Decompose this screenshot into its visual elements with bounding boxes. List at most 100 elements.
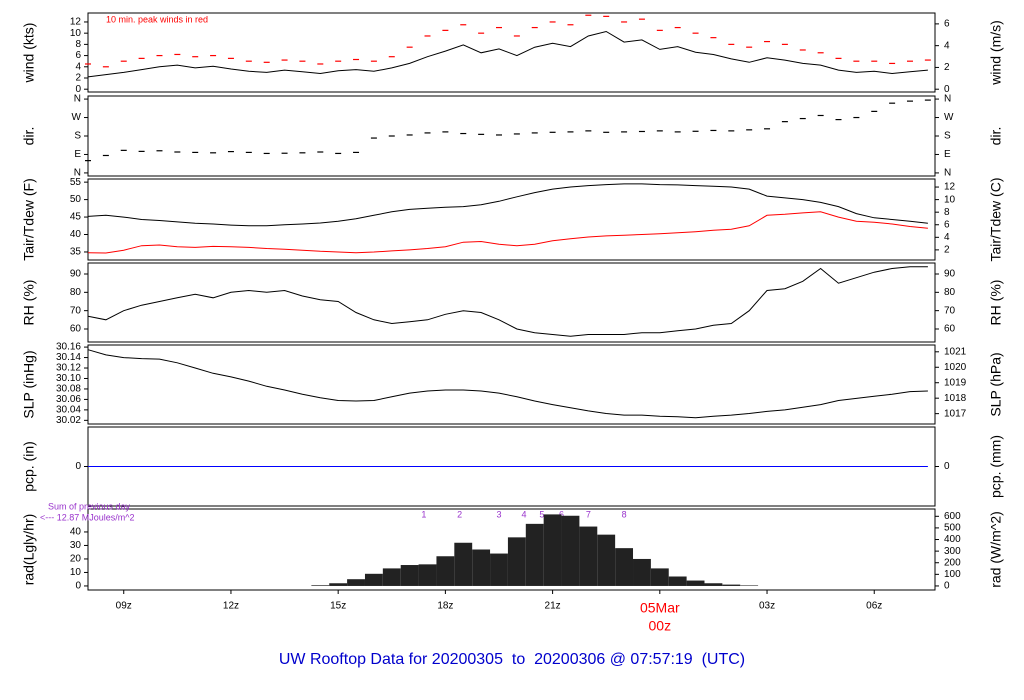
bar — [329, 583, 348, 586]
y2-tick-label: 1019 — [944, 377, 967, 388]
y-tick-label: 30.02 — [56, 415, 81, 426]
y2-tick-label: 300 — [944, 546, 961, 557]
y-tick-label: 40 — [70, 527, 82, 538]
bar — [311, 585, 330, 586]
y-tick-label: 55 — [70, 177, 82, 188]
hour-mark: 2 — [457, 509, 462, 519]
y-axis-label: dir. — [21, 127, 37, 146]
panel-frame — [87, 95, 936, 177]
data-line — [87, 211, 928, 254]
hour-mark: 1 — [421, 509, 426, 519]
y-tick-label: 30 — [70, 540, 82, 551]
y2-tick-label: W — [944, 112, 954, 123]
x-tick-label: 00z — [649, 618, 672, 634]
y2-tick-label: 0 — [944, 581, 950, 592]
y-tick-label: 10 — [70, 567, 82, 578]
y2-tick-label: 1021 — [944, 346, 967, 357]
x-tick-label: 03z — [759, 601, 775, 612]
y2-axis-label: dir. — [988, 127, 1004, 146]
x-tick-label: 15z — [330, 601, 346, 612]
y-tick-label: N — [74, 94, 81, 105]
y2-tick-label: 60 — [944, 324, 956, 335]
y-tick-label: W — [72, 112, 82, 123]
hour-mark: 3 — [496, 509, 501, 519]
y-tick-label: 30.12 — [56, 363, 81, 374]
y-tick-label: 30.10 — [56, 373, 81, 384]
x-tick-label: 18z — [437, 601, 453, 612]
y2-tick-label: 6 — [944, 219, 950, 230]
y-tick-label: E — [74, 149, 81, 160]
bar — [347, 579, 365, 586]
y-tick-label: 70 — [70, 305, 82, 316]
y2-tick-label: 6 — [944, 19, 950, 30]
bar — [436, 556, 455, 586]
y-tick-label: 50 — [70, 194, 82, 205]
hour-mark: 5 — [539, 509, 544, 519]
date-label: 05Mar — [640, 600, 680, 616]
bar — [418, 564, 437, 586]
y-axis-label: RH (%) — [21, 280, 37, 326]
chart-title: UW Rooftop Data for 20200305 to 20200306… — [279, 651, 745, 668]
bar — [579, 526, 598, 586]
y2-axis-label: wind (m/s) — [988, 20, 1004, 86]
bar — [722, 584, 741, 586]
y2-tick-label: 0 — [944, 461, 950, 472]
bar — [472, 549, 491, 586]
y2-tick-label: S — [944, 131, 951, 142]
y2-tick-label: 600 — [944, 511, 961, 522]
bar — [454, 542, 473, 586]
bar — [615, 548, 634, 586]
data-line — [87, 30, 928, 78]
panel-frame — [87, 262, 936, 343]
bar — [597, 534, 616, 586]
bar — [686, 580, 705, 586]
y2-tick-label: 500 — [944, 523, 961, 534]
y2-axis-label: pcp. (mm) — [988, 435, 1004, 498]
y2-tick-label: 2 — [944, 62, 950, 73]
hour-mark: 4 — [522, 509, 527, 519]
data-line — [87, 349, 928, 419]
y2-tick-label: 1020 — [944, 362, 967, 373]
y-axis-label: rad(Lgly/hr) — [21, 514, 37, 586]
bar — [543, 514, 562, 586]
y-axis-label: Tair/Tdew (F) — [21, 178, 37, 260]
bar — [704, 583, 723, 586]
y2-tick-label: 400 — [944, 534, 961, 545]
y-tick-label: 30.16 — [56, 342, 81, 353]
panel-note: <--- 12.87 MJoules/m^2 — [40, 512, 135, 522]
y2-tick-label: 8 — [944, 207, 950, 218]
bar — [382, 568, 401, 586]
bar — [633, 558, 651, 586]
y-axis-label: SLP (inHg) — [21, 350, 37, 418]
y-axis-label: pcp. (in) — [21, 441, 37, 492]
y-tick-label: 40 — [70, 229, 82, 240]
y-tick-label: S — [74, 131, 81, 142]
panel-note: Sum of previous day — [48, 501, 131, 511]
y2-tick-label: 12 — [944, 182, 956, 193]
x-tick-label: 21z — [545, 601, 561, 612]
y2-tick-label: 4 — [944, 232, 950, 243]
y-tick-label: 12 — [70, 17, 82, 28]
y-tick-label: 8 — [75, 39, 81, 50]
x-tick-label: 09z — [116, 601, 132, 612]
y2-tick-label: 1018 — [944, 393, 967, 404]
y-tick-label: 20 — [70, 554, 82, 565]
panel-frame — [87, 12, 936, 93]
y2-tick-label: N — [944, 94, 951, 105]
x-tick-label: 06z — [866, 601, 882, 612]
y-tick-label: 4 — [75, 61, 81, 72]
y2-tick-label: 90 — [944, 269, 956, 280]
y2-tick-label: N — [944, 168, 951, 179]
y-axis-label: wind (kts) — [21, 23, 37, 84]
x-tick-label: 12z — [223, 601, 239, 612]
panel-frame — [87, 508, 936, 591]
y2-tick-label: 100 — [944, 569, 961, 580]
y2-tick-label: 2 — [944, 245, 950, 256]
data-line — [87, 266, 928, 337]
hour-mark: 6 — [559, 509, 564, 519]
y2-tick-label: 80 — [944, 287, 956, 298]
y2-tick-label: 0 — [944, 84, 950, 95]
y-tick-label: 10 — [70, 28, 82, 39]
panel-frame — [87, 178, 936, 261]
y-tick-label: 30.04 — [56, 405, 81, 416]
